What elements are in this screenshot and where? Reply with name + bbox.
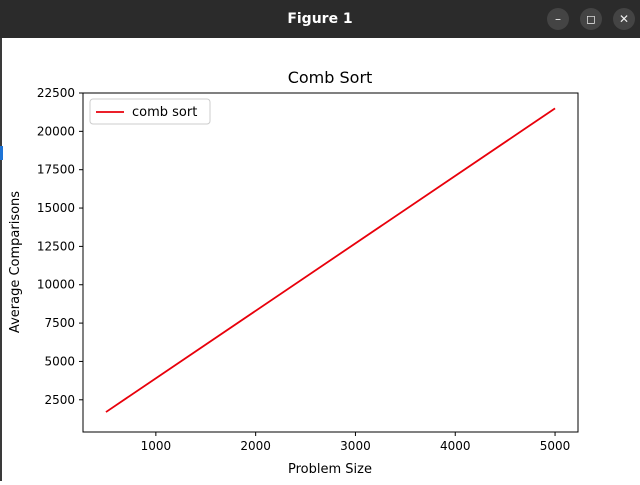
series-line xyxy=(105,107,556,413)
x-tick-label: 5000 xyxy=(540,439,571,453)
x-tick-label: 2000 xyxy=(240,439,271,453)
x-axis-label: Problem Size xyxy=(288,462,372,477)
x-tick-label: 3000 xyxy=(340,439,371,453)
x-tick-label: 1000 xyxy=(141,439,172,453)
line-chart: Comb Sort 1000 2000 3000 4000 5000 2500 5000 75… xyxy=(8,68,579,477)
maximize-icon[interactable]: ◻ xyxy=(580,8,602,30)
y-axis-label: Average Comparisons xyxy=(8,191,23,333)
y-tick-label: 5000 xyxy=(44,354,75,368)
close-icon[interactable]: ✕ xyxy=(613,8,635,30)
y-tick-label: 22500 xyxy=(37,86,75,100)
minimize-icon[interactable]: – xyxy=(547,8,569,30)
legend-label: comb sort xyxy=(132,105,197,120)
focus-indicator xyxy=(0,146,3,160)
y-tick-label: 17500 xyxy=(37,163,75,177)
window-edge xyxy=(0,38,2,481)
y-tick-label: 12500 xyxy=(37,239,75,253)
chart-title: Comb Sort xyxy=(288,68,373,87)
plot-area: 1000 2000 3000 4000 5000 2500 5000 7500 10000 125… xyxy=(37,86,579,453)
window-title: Figure 1 xyxy=(287,11,353,27)
figure-canvas: Comb Sort 1000 2000 3000 4000 5000 2500 5000 75… xyxy=(0,38,640,481)
axes-frame xyxy=(82,92,579,433)
x-tick-label: 4000 xyxy=(440,439,471,453)
window-titlebar: Figure 1 – ◻ ✕ xyxy=(0,0,640,39)
y-tick-label: 2500 xyxy=(44,393,75,407)
y-tick-label: 20000 xyxy=(37,124,75,138)
y-tick-label: 15000 xyxy=(37,201,75,215)
y-tick-label: 7500 xyxy=(44,316,75,330)
legend: comb sort xyxy=(89,98,211,125)
legend-box xyxy=(89,98,211,125)
y-tick-label: 10000 xyxy=(37,278,75,292)
